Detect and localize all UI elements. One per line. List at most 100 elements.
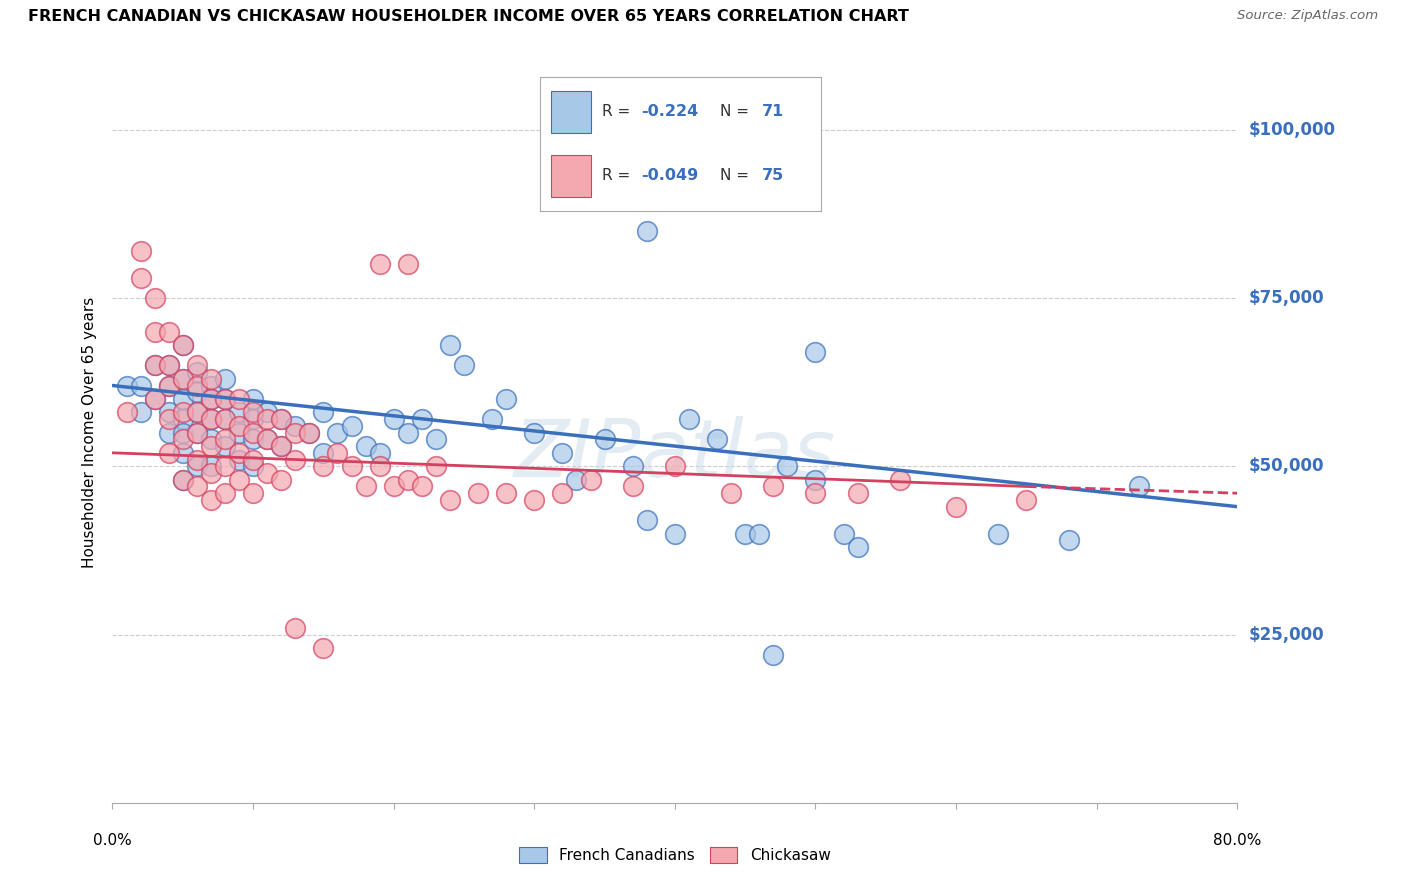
Point — [200, 492, 222, 507]
Point — [157, 325, 180, 339]
Point — [298, 425, 321, 440]
Point — [298, 425, 321, 440]
Point — [312, 640, 335, 655]
Legend: French Canadians, Chickasaw: French Canadians, Chickasaw — [513, 841, 837, 869]
Point — [214, 412, 236, 426]
Text: FRENCH CANADIAN VS CHICKASAW HOUSEHOLDER INCOME OVER 65 YEARS CORRELATION CHART: FRENCH CANADIAN VS CHICKASAW HOUSEHOLDER… — [28, 9, 910, 24]
Point — [453, 359, 475, 373]
Point — [200, 372, 222, 386]
Point — [228, 452, 250, 467]
Point — [157, 446, 180, 460]
Point — [889, 473, 911, 487]
Point — [172, 392, 194, 406]
Point — [425, 433, 447, 447]
Point — [186, 405, 208, 419]
Point — [172, 405, 194, 419]
Point — [129, 405, 152, 419]
Point — [256, 405, 278, 419]
Point — [846, 486, 869, 500]
Text: $75,000: $75,000 — [1249, 289, 1324, 307]
Point — [270, 412, 292, 426]
Point — [636, 224, 658, 238]
Point — [846, 540, 869, 554]
Point — [467, 486, 489, 500]
Text: Source: ZipAtlas.com: Source: ZipAtlas.com — [1237, 9, 1378, 22]
Point — [186, 385, 208, 400]
Point — [256, 433, 278, 447]
Point — [186, 459, 208, 474]
Point — [481, 412, 503, 426]
Point — [115, 378, 138, 392]
Point — [284, 425, 307, 440]
Point — [214, 412, 236, 426]
Point — [242, 459, 264, 474]
Point — [157, 359, 180, 373]
Point — [186, 425, 208, 440]
Point — [172, 338, 194, 352]
Point — [1128, 479, 1150, 493]
Point — [495, 392, 517, 406]
Point — [228, 473, 250, 487]
Point — [804, 473, 827, 487]
Point — [143, 392, 166, 406]
Point — [678, 412, 700, 426]
Point — [214, 392, 236, 406]
Point — [256, 433, 278, 447]
Point — [242, 405, 264, 419]
Point — [242, 412, 264, 426]
Point — [382, 479, 405, 493]
Point — [157, 425, 180, 440]
Point — [734, 526, 756, 541]
Point — [200, 378, 222, 392]
Point — [157, 412, 180, 426]
Text: 80.0%: 80.0% — [1213, 833, 1261, 848]
Point — [396, 473, 419, 487]
Point — [804, 486, 827, 500]
Point — [214, 486, 236, 500]
Point — [411, 479, 433, 493]
Point — [776, 459, 799, 474]
Point — [368, 459, 391, 474]
Point — [664, 526, 686, 541]
Point — [368, 446, 391, 460]
Point — [593, 433, 616, 447]
Point — [762, 648, 785, 662]
Point — [200, 466, 222, 480]
Point — [987, 526, 1010, 541]
Point — [411, 412, 433, 426]
Point — [945, 500, 967, 514]
Point — [523, 492, 546, 507]
Point — [186, 378, 208, 392]
Point — [439, 338, 461, 352]
Point — [326, 446, 349, 460]
Text: ZIPatlas: ZIPatlas — [513, 416, 837, 494]
Point — [143, 325, 166, 339]
Point — [368, 257, 391, 271]
Point — [172, 372, 194, 386]
Point — [172, 433, 194, 447]
Point — [143, 359, 166, 373]
Point — [270, 439, 292, 453]
Point — [748, 526, 770, 541]
Point — [186, 452, 208, 467]
Point — [214, 459, 236, 474]
Point — [312, 405, 335, 419]
Point — [200, 412, 222, 426]
Point — [636, 513, 658, 527]
Point — [396, 425, 419, 440]
Point — [186, 365, 208, 379]
Point — [143, 392, 166, 406]
Point — [340, 418, 363, 433]
Point — [565, 473, 588, 487]
Point — [270, 439, 292, 453]
Point — [200, 459, 222, 474]
Point — [214, 392, 236, 406]
Point — [186, 359, 208, 373]
Point — [720, 486, 742, 500]
Point — [129, 270, 152, 285]
Point — [579, 473, 602, 487]
Point — [200, 392, 222, 406]
Point — [312, 459, 335, 474]
Point — [157, 378, 180, 392]
Point — [832, 526, 855, 541]
